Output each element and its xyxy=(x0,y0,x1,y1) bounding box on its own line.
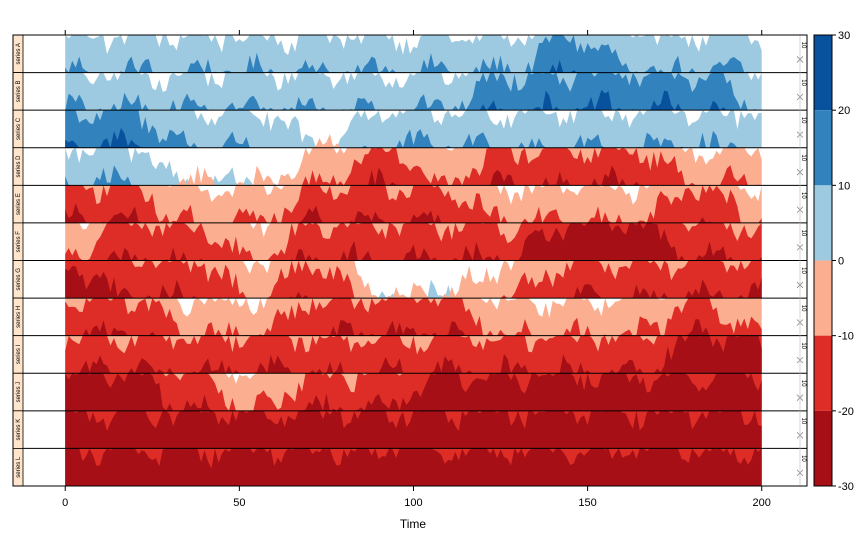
strip-label: series C xyxy=(16,117,22,140)
band-pos-1 xyxy=(65,35,762,73)
legend-tick-label: 30 xyxy=(838,30,850,42)
strip-label: series F xyxy=(16,231,22,253)
panel-10 xyxy=(65,373,762,411)
band-pos-2 xyxy=(65,110,762,148)
strip-label: series B xyxy=(16,81,22,103)
legend-swatch xyxy=(814,260,832,336)
plot-frame xyxy=(12,34,808,487)
legend-tick-label: -20 xyxy=(838,406,854,418)
band-neg-3 xyxy=(65,222,762,261)
right-label: 10 xyxy=(800,79,806,86)
panel-3 xyxy=(65,110,762,148)
strip-labels: series A series B series C series D series E… xyxy=(12,34,24,487)
right-label: 10 xyxy=(800,42,806,49)
band-pos-2 xyxy=(65,72,762,111)
color-key: 30 20 10 0 -10 -20 -30 xyxy=(813,30,854,493)
strip-label: series L xyxy=(16,456,22,478)
legend-tick-label: 10 xyxy=(838,180,850,192)
band-pos-3 xyxy=(65,127,762,148)
band-neg-2 xyxy=(65,147,762,186)
band-neg-3 xyxy=(65,335,762,374)
strip-label: series A xyxy=(16,43,22,64)
band-neg-3 xyxy=(65,373,762,411)
strip-label: series E xyxy=(16,193,22,215)
band-neg-2 xyxy=(65,298,762,336)
right-label: 10 xyxy=(800,192,806,199)
strip-label: series D xyxy=(16,155,22,178)
legend-tick-label: 20 xyxy=(838,105,850,117)
panel-dividers xyxy=(13,72,807,449)
right-label: 10 xyxy=(800,305,806,312)
strip-label: series I xyxy=(16,344,22,364)
legend-tick-label: -30 xyxy=(838,481,854,493)
panel-7 xyxy=(65,260,762,299)
x-axis-label: Time xyxy=(400,517,427,531)
band-neg-3 xyxy=(65,410,762,449)
panel-1 xyxy=(65,35,762,73)
panel-6 xyxy=(65,222,762,261)
band-neg-3 xyxy=(65,203,762,223)
strip-label: series K xyxy=(16,419,22,441)
right-labels: 10 10 10 10 10 10 10 10 10 10 10 10 xyxy=(796,35,806,486)
strip-label: series H xyxy=(16,306,22,328)
x-tick-label: 150 xyxy=(578,497,596,509)
legend-swatch xyxy=(814,410,832,486)
right-label: 10 xyxy=(800,267,806,274)
legend-tick-label: -10 xyxy=(838,331,854,343)
right-label: 10 xyxy=(800,455,806,462)
x-tick-label: 200 xyxy=(753,497,771,509)
panel-12 xyxy=(65,448,762,486)
panel-8 xyxy=(65,298,762,336)
legend-swatch xyxy=(814,335,832,411)
band-neg-3 xyxy=(65,266,762,299)
strip-label: series G xyxy=(16,268,22,291)
right-label: 10 xyxy=(800,154,806,161)
panel-11 xyxy=(65,410,762,449)
legend-swatch xyxy=(814,185,832,261)
legend-swatch xyxy=(814,110,832,186)
band-neg-3 xyxy=(65,319,762,336)
panel-9 xyxy=(65,335,762,374)
panels-layer xyxy=(65,35,762,486)
band-neg-2 xyxy=(65,185,762,223)
x-tick-label: 100 xyxy=(404,497,422,509)
panel-5 xyxy=(65,185,762,223)
band-neg-3 xyxy=(65,448,762,486)
legend-tick-label: 0 xyxy=(838,256,844,268)
right-label: 10 xyxy=(800,417,806,424)
band-neg-2 xyxy=(65,335,762,374)
right-label: 10 xyxy=(800,230,806,237)
band-pos-2 xyxy=(65,35,762,73)
right-label: 10 xyxy=(800,342,806,349)
right-label: 10 xyxy=(800,380,806,387)
x-tick-label: 50 xyxy=(233,497,245,509)
panel-4 xyxy=(65,147,762,186)
x-tick-label: 0 xyxy=(62,497,68,509)
x-axis: 0 50 100 150 200 xyxy=(62,30,771,509)
panel-2 xyxy=(65,72,762,111)
right-label: 10 xyxy=(800,117,806,124)
strip-label: series J xyxy=(16,382,22,403)
legend-swatch xyxy=(814,35,832,111)
band-pos-1 xyxy=(65,147,762,186)
